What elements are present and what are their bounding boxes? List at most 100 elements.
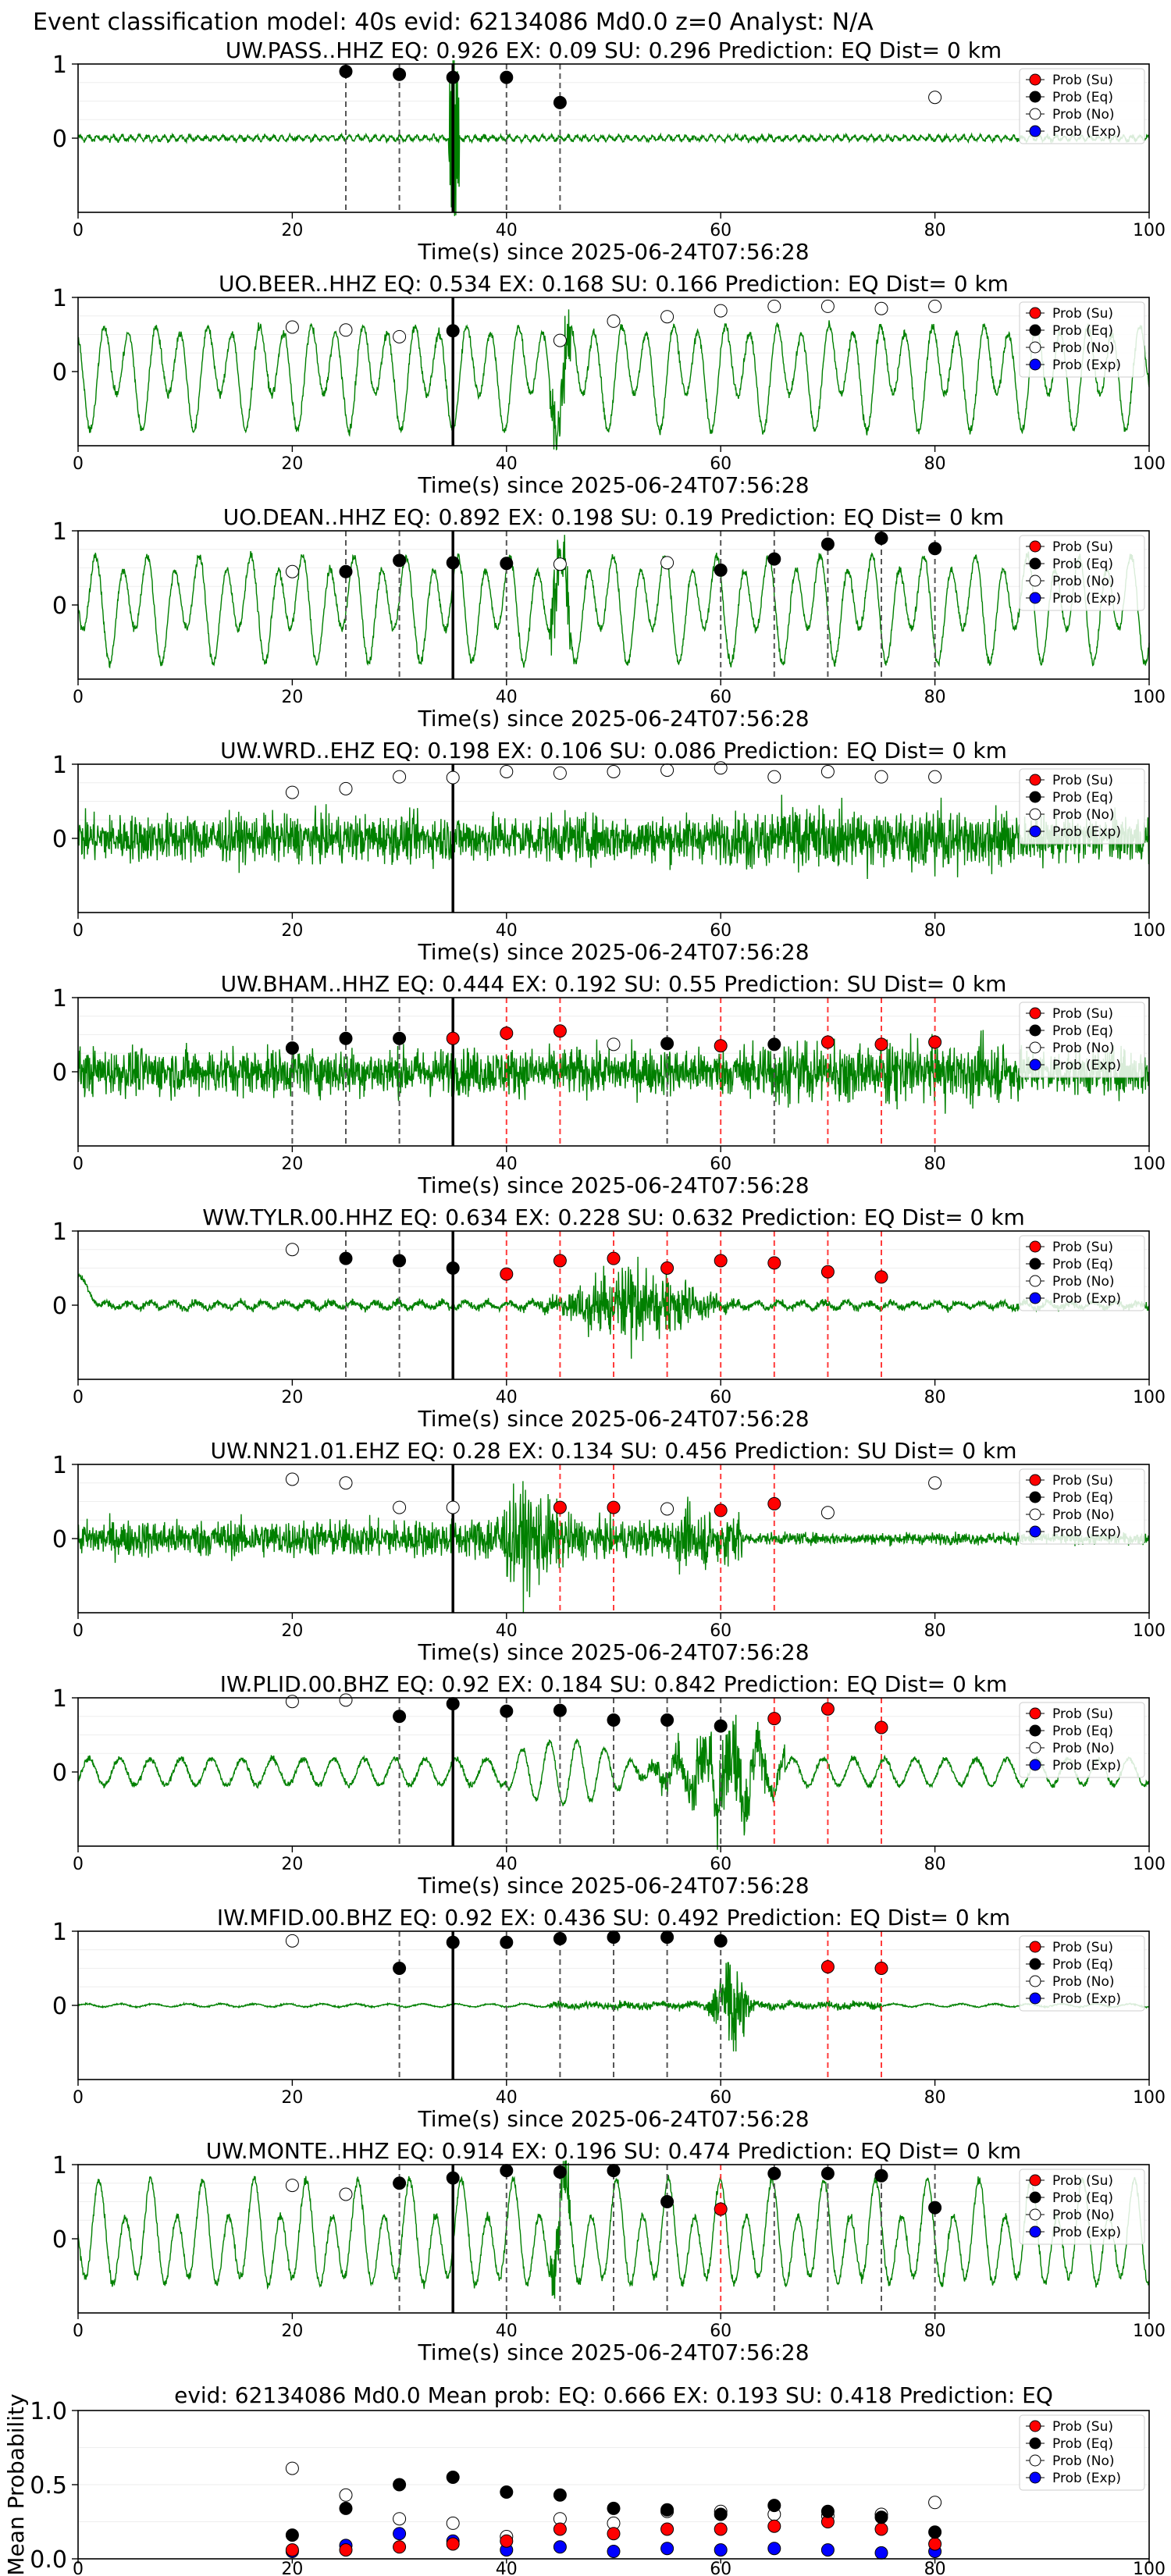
legend-marker	[1029, 2208, 1041, 2221]
prob-no-point	[820, 1506, 835, 1520]
y-tick-label: 1	[52, 1919, 67, 1946]
prob-no-point	[928, 91, 942, 105]
x-tick-label: 0	[73, 2560, 84, 2576]
prob-eq-point	[553, 95, 567, 109]
waveform-trace	[77, 1481, 1150, 1614]
x-tick-label: 0	[73, 2322, 84, 2341]
prob-eq-point	[339, 564, 353, 578]
prob-no-point	[767, 299, 781, 313]
legend-marker	[1029, 1059, 1041, 1071]
x-axis-label: Time(s) since 2025-06-24T07:56:28	[417, 1172, 809, 1198]
prob-su-point	[553, 1500, 567, 1514]
prob-eq-point	[553, 1703, 567, 1717]
legend-box	[1019, 535, 1145, 611]
waveform-trace	[77, 1962, 1150, 2052]
legend-label: Prob (Eq)	[1052, 1490, 1113, 1506]
x-tick-label: 0	[73, 1621, 84, 1641]
legend-label: Prob (Su)	[1052, 773, 1113, 788]
x-tick-label: 0	[73, 1388, 84, 1407]
legend-label: Prob (No)	[1052, 107, 1115, 123]
legend-box	[1019, 1002, 1145, 1078]
panel-title: UW.WRD..EHZ EQ: 0.198 EX: 0.106 SU: 0.08…	[220, 738, 1007, 763]
figure-title: Event classification model: 40s evid: 62…	[33, 9, 874, 36]
x-tick-label: 0	[73, 1855, 84, 1874]
y-tick-label: 1	[52, 52, 67, 79]
prob-no-point	[285, 1934, 299, 1948]
x-tick-label: 0	[73, 2088, 84, 2108]
panel-title: IW.MFID.00.BHZ EQ: 0.92 EX: 0.436 SU: 0.…	[217, 1905, 1010, 1930]
prob-eq-point	[446, 1935, 460, 1949]
prob-eq-point	[393, 1254, 407, 1268]
prob-no-point	[820, 765, 835, 778]
legend-marker	[1029, 2471, 1041, 2484]
y-tick-label: 1	[52, 285, 67, 312]
x-axis-label: Time(s) since 2025-06-24T07:56:28	[417, 472, 809, 498]
x-tick-label: 60	[710, 221, 731, 240]
legend-box	[1019, 768, 1145, 845]
x-tick-label: 80	[924, 2088, 946, 2108]
prob-eq-point	[393, 67, 407, 81]
legend-label: Prob (Exp)	[1052, 1291, 1121, 1307]
prob-su-point	[874, 1962, 888, 1975]
prob-no-point	[285, 1695, 299, 1709]
station-panel: WW.TYLR.00.HHZ EQ: 0.634 EX: 0.228 SU: 0…	[52, 1204, 1166, 1432]
legend-label: Prob (Exp)	[1052, 124, 1121, 140]
x-tick-label: 40	[496, 1388, 518, 1407]
prob-eq-point	[393, 1031, 407, 1045]
waveform-trace	[77, 1030, 1150, 1114]
prob-su-point	[714, 1039, 728, 1053]
station-panel: UW.NN21.01.EHZ EQ: 0.28 EX: 0.134 SU: 0.…	[52, 1438, 1166, 1665]
legend-marker	[1029, 1275, 1041, 1287]
prob-su-point	[874, 1270, 888, 1284]
prob-no-point	[714, 304, 728, 318]
legend-box	[1019, 301, 1145, 378]
prob-eq-point	[607, 2501, 621, 2515]
x-tick-label: 40	[496, 2322, 518, 2341]
legend-marker	[1029, 825, 1041, 838]
x-axis-label: Time(s) since 2025-06-24T07:56:28	[417, 1406, 809, 1432]
y-tick-label: 0	[52, 1526, 67, 1553]
legend-marker	[1029, 307, 1041, 319]
legend-box	[1019, 68, 1145, 144]
x-tick-label: 60	[710, 1855, 731, 1874]
legend-marker	[1029, 1992, 1041, 2005]
x-axis-label: Time(s) since 2025-06-24T07:56:28	[417, 706, 809, 731]
prob-no-point	[553, 333, 567, 347]
legend-label: Prob (Eq)	[1052, 790, 1113, 806]
legend-label: Prob (Eq)	[1052, 557, 1113, 572]
prob-eq-point	[660, 2195, 674, 2208]
prob-su-point	[928, 1035, 942, 1049]
prob-su-point	[607, 1500, 621, 1514]
legend-marker	[1029, 791, 1041, 803]
prob-no-point	[285, 320, 299, 334]
prob-su-point	[607, 1251, 621, 1265]
prob-eq-point	[339, 1031, 353, 1045]
y-tick-label: 0.0	[30, 2546, 67, 2574]
x-axis-label: Time(s) since 2025-06-24T07:56:28	[417, 2339, 809, 2365]
x-tick-label: 40	[496, 1155, 518, 1174]
prob-su-point	[874, 1037, 888, 1051]
legend-marker	[1029, 91, 1041, 103]
legend-marker	[1029, 1508, 1041, 1521]
legend-label: Prob (Eq)	[1052, 2436, 1113, 2452]
legend-label: Prob (Exp)	[1052, 2471, 1121, 2486]
prob-exp-point	[607, 2545, 621, 2558]
prob-eq-point	[339, 1251, 353, 1265]
prob-no-point	[874, 301, 888, 315]
legend-label: Prob (Eq)	[1052, 1257, 1113, 1272]
x-tick-label: 100	[1133, 221, 1166, 240]
waveform-trace	[77, 535, 1150, 669]
prob-eq-point	[446, 70, 460, 84]
prob-eq-point	[446, 324, 460, 338]
prob-su-point	[339, 2543, 353, 2557]
x-tick-label: 20	[281, 2088, 303, 2108]
prob-no-point	[393, 2512, 407, 2526]
prob-su-point	[393, 2540, 407, 2554]
prob-eq-point	[660, 1037, 674, 1051]
legend-marker	[1029, 540, 1041, 553]
prob-eq-point	[660, 1930, 674, 1944]
y-tick-label: 0	[52, 1759, 67, 1787]
prob-su-point	[714, 1503, 728, 1517]
prob-su-point	[285, 2543, 299, 2557]
